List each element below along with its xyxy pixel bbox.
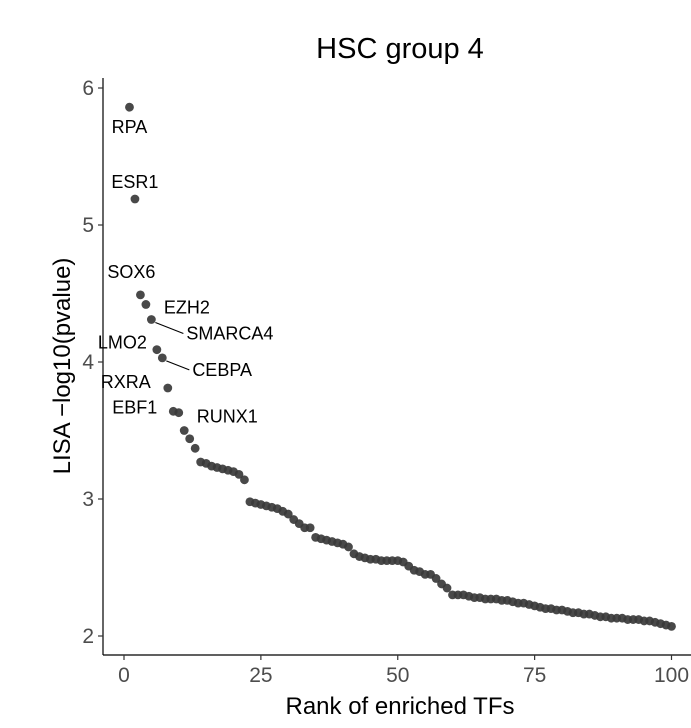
x-tick-label: 75 xyxy=(523,664,546,687)
label-leader-lines xyxy=(155,322,190,371)
data-point xyxy=(431,574,441,583)
data-point xyxy=(283,509,293,519)
point-label: SMARCA4 xyxy=(186,324,273,344)
point-label: RXRA xyxy=(101,372,151,392)
y-tick-label: 5 xyxy=(82,214,94,237)
point-label: LMO2 xyxy=(98,333,147,353)
data-point xyxy=(174,408,184,418)
x-axis-ticks: 0 25 50 75 100 xyxy=(118,655,689,687)
y-axis-ticks: 2 3 4 5 6 xyxy=(82,77,103,648)
plot-area: 2 3 4 5 6 0 25 50 75 100 RPA ESR1 SOX6 EZH2 SMARCA4 L… xyxy=(82,77,691,687)
data-point xyxy=(185,434,195,444)
leader-line xyxy=(166,360,190,371)
data-point xyxy=(344,542,353,552)
point-label: EZH2 xyxy=(164,297,210,317)
data-point xyxy=(141,300,151,309)
data-point xyxy=(667,622,676,631)
x-tick-label: 0 xyxy=(118,664,130,687)
data-point xyxy=(305,523,315,533)
data-point xyxy=(130,194,140,204)
data-point xyxy=(163,383,173,393)
data-point xyxy=(179,426,189,435)
x-tick-label: 100 xyxy=(654,664,689,687)
point-label: RUNX1 xyxy=(197,407,258,427)
x-axis-title: Rank of enriched TFs xyxy=(286,693,515,720)
data-point xyxy=(136,290,145,300)
data-points xyxy=(125,102,676,631)
data-point xyxy=(157,353,167,363)
y-axis-title: LISA −log10(pvalue) xyxy=(49,258,76,475)
data-point xyxy=(152,345,162,355)
y-tick-label: 4 xyxy=(82,351,94,374)
point-annotations: RPA ESR1 SOX6 EZH2 SMARCA4 LMO2 CEBPA RXRA EBF1 R… xyxy=(98,117,274,427)
chart-title: HSC group 4 xyxy=(316,33,484,65)
point-label: ESR1 xyxy=(111,172,158,192)
point-label: CEBPA xyxy=(192,360,252,380)
data-point xyxy=(190,443,200,453)
data-point xyxy=(442,583,452,593)
data-point xyxy=(146,315,156,324)
x-tick-label: 25 xyxy=(249,664,272,687)
data-point xyxy=(125,102,134,112)
point-label: SOX6 xyxy=(107,262,155,282)
data-point xyxy=(240,475,249,485)
point-label: RPA xyxy=(112,117,148,137)
y-tick-label: 3 xyxy=(82,488,94,511)
x-tick-label: 50 xyxy=(386,664,409,687)
data-point xyxy=(234,469,244,479)
y-tick-label: 2 xyxy=(82,625,94,648)
point-label: EBF1 xyxy=(112,397,157,417)
leader-line xyxy=(155,322,184,335)
y-tick-label: 6 xyxy=(82,77,94,100)
